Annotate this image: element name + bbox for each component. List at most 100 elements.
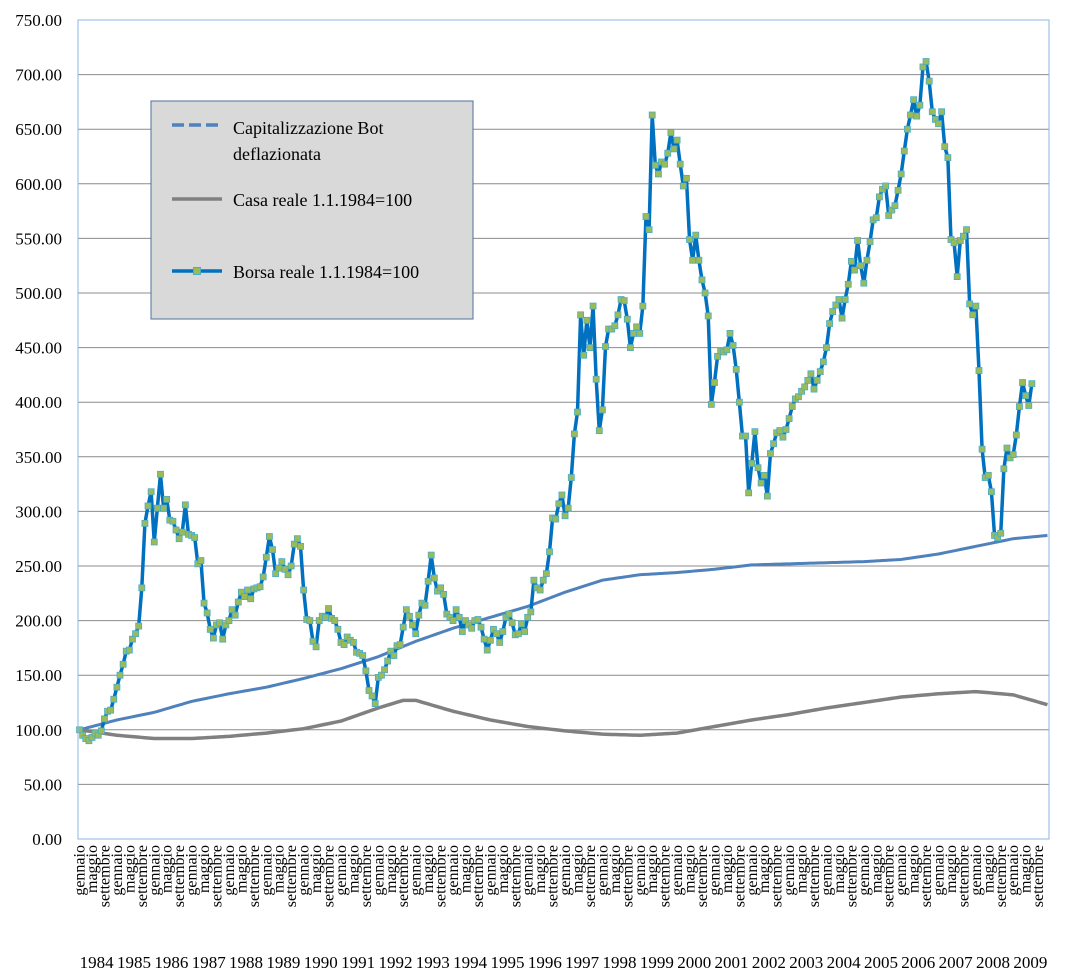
data-point	[231, 611, 239, 619]
data-point	[449, 617, 457, 624]
x-month-label: settembre	[283, 845, 300, 907]
series-line-0	[79, 533, 1048, 732]
data-point	[107, 706, 115, 714]
x-month-label: maggio	[682, 845, 699, 893]
x-year-label: 2003	[789, 953, 823, 972]
data-point	[695, 256, 703, 264]
data-point	[406, 612, 413, 620]
data-point	[297, 542, 304, 550]
data-point	[816, 368, 824, 376]
data-point	[770, 440, 777, 448]
data-point	[552, 515, 560, 523]
data-point	[200, 599, 208, 607]
data-point	[801, 383, 809, 391]
data-point	[698, 276, 706, 284]
data-point	[988, 488, 995, 496]
x-month-label: gennaio	[856, 845, 873, 896]
data-point	[499, 628, 507, 635]
data-point	[673, 136, 681, 144]
data-point	[735, 398, 743, 406]
data-point	[424, 577, 432, 585]
data-point	[978, 445, 986, 453]
x-month-label: settembre	[96, 845, 113, 907]
data-point	[412, 630, 420, 638]
data-point	[1000, 465, 1008, 473]
x-month-label: settembre	[545, 845, 562, 907]
x-year-label: 1989	[266, 953, 300, 972]
data-point	[421, 601, 429, 609]
data-point	[692, 231, 700, 239]
x-month-label: settembre	[134, 845, 151, 907]
x-year-label: 2005	[864, 953, 898, 972]
data-point	[480, 635, 488, 643]
y-axis-ticks: 0.00 50.00 100.00 150.00 200.00 250.00 300.00 3…	[15, 11, 62, 849]
data-point	[505, 610, 513, 618]
data-point	[882, 182, 890, 190]
y-tick-label: 150.00	[15, 666, 62, 685]
x-month-label: settembre	[881, 845, 898, 907]
data-point	[633, 323, 641, 331]
data-point	[362, 667, 370, 675]
data-point	[611, 322, 619, 330]
data-point	[306, 617, 314, 624]
x-month-label: maggio	[794, 845, 811, 893]
data-point	[468, 624, 476, 632]
data-point	[897, 170, 905, 178]
data-point	[835, 296, 843, 303]
data-point	[225, 617, 233, 624]
data-point	[788, 403, 796, 410]
data-point	[935, 120, 942, 128]
x-year-label: 2001	[715, 953, 749, 972]
data-point	[1003, 444, 1011, 452]
data-point	[860, 279, 868, 287]
data-point	[844, 280, 852, 288]
data-point	[496, 639, 504, 646]
data-point	[546, 548, 553, 556]
data-point	[944, 154, 952, 161]
data-point	[779, 433, 787, 441]
data-point	[913, 112, 921, 120]
data-point	[854, 237, 861, 244]
data-point	[577, 311, 585, 319]
data-point	[256, 583, 264, 591]
data-point	[941, 143, 949, 151]
data-point	[284, 571, 292, 579]
data-point	[900, 147, 908, 155]
data-point	[757, 479, 765, 487]
data-point	[857, 262, 865, 270]
data-point	[916, 101, 924, 109]
x-month-label: gennaio	[221, 845, 238, 896]
y-tick-label: 400.00	[15, 393, 62, 412]
x-year-label: 1986	[154, 953, 188, 972]
x-month-label: settembre	[1030, 845, 1047, 907]
data-point	[704, 312, 712, 320]
data-point	[278, 558, 286, 566]
x-year-label: 2002	[752, 953, 786, 972]
data-point	[294, 535, 301, 543]
data-point	[458, 628, 466, 635]
x-year-label: 2007	[939, 953, 974, 972]
data-point	[966, 300, 974, 308]
plot-border	[77, 19, 1050, 840]
x-month-label: settembre	[321, 845, 338, 907]
data-point	[623, 315, 631, 323]
data-point	[664, 149, 672, 157]
y-tick-label: 600.00	[15, 175, 62, 194]
x-month-label: gennaio	[408, 845, 425, 896]
data-point	[206, 625, 214, 633]
data-point	[521, 628, 528, 635]
data-point	[427, 551, 435, 559]
x-year-label: 2000	[677, 953, 711, 972]
x-month-label: settembre	[470, 845, 487, 907]
data-point	[178, 528, 186, 536]
x-month-label: gennaio	[445, 845, 462, 896]
x-month-label: maggio	[308, 845, 325, 893]
y-tick-label: 100.00	[15, 721, 62, 740]
data-point	[707, 400, 715, 408]
data-point	[150, 538, 158, 546]
x-month-label: maggio	[644, 845, 661, 893]
x-month-label: settembre	[806, 845, 823, 907]
data-point	[1028, 380, 1036, 388]
data-point	[745, 489, 753, 497]
data-point	[776, 427, 784, 434]
